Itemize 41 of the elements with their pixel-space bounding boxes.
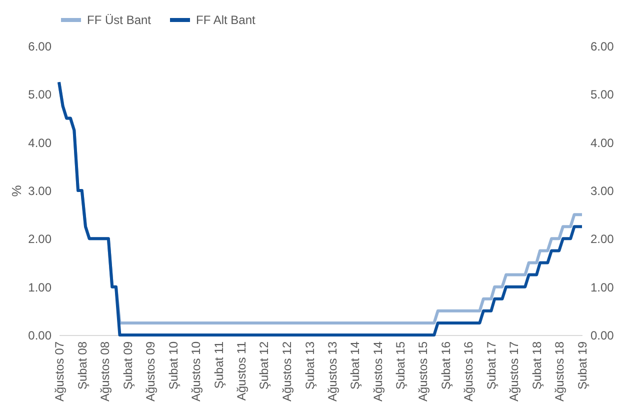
y-tick-label: 3.00: [28, 184, 52, 198]
x-tick-label: Ağustos 16: [462, 341, 476, 402]
y-tick-label: 5.00: [28, 88, 52, 102]
legend-label: FF Üst Bant: [87, 13, 152, 27]
x-tick-label: Şubat 18: [530, 341, 544, 390]
x-tick-label: Şubat 12: [257, 341, 272, 390]
x-tick-label: Şubat 14: [348, 341, 362, 390]
x-tick-label: Ağustos 13: [325, 341, 340, 402]
x-tick-label: Ağustos 17: [507, 341, 522, 402]
y-tick-label: 0.00: [28, 328, 52, 342]
y2-tick-label: 0.00: [590, 328, 614, 342]
x-tick-label: Şubat 13: [302, 341, 317, 390]
y2-tick-label: 2.00: [590, 232, 614, 246]
x-tick-label: Ağustos 15: [416, 341, 430, 402]
x-tick-label: Ağustos 08: [98, 341, 112, 402]
x-tick-label: Şubat 17: [484, 341, 499, 390]
y-axis-title: %: [9, 184, 24, 197]
x-tick-label: Ağustos 07: [52, 341, 66, 402]
x-tick-label: Ağustos 18: [552, 341, 567, 402]
x-tick-label: Şubat 09: [120, 341, 135, 390]
legend-label: FF Alt Bant: [196, 13, 256, 27]
x-tick-label: Ağustos 14: [370, 341, 385, 402]
y-tick-label: 2.00: [28, 232, 52, 246]
x-tick-label: Ağustos 12: [280, 341, 294, 402]
x-tick-label: Ağustos 09: [143, 341, 158, 402]
y-tick-label: 1.00: [28, 280, 52, 294]
x-tick-label: Şubat 16: [439, 341, 454, 390]
y2-tick-label: 5.00: [590, 88, 614, 102]
y2-tick-label: 1.00: [590, 280, 614, 294]
y-tick-label: 4.00: [28, 136, 52, 150]
x-tick-label: Şubat 15: [394, 341, 408, 390]
x-tick-label: Şubat 08: [75, 341, 90, 390]
x-tick-label: Ağustos 10: [188, 341, 203, 402]
y2-tick-label: 3.00: [590, 184, 614, 198]
x-tick-label: Şubat 19: [576, 341, 590, 390]
y-tick-label: 6.00: [28, 40, 52, 54]
x-tick-label: Şubat 11: [212, 341, 226, 389]
y2-tick-label: 4.00: [590, 136, 614, 150]
x-tick-label: Ağustos 11: [234, 341, 248, 401]
x-tick-label: Şubat 10: [166, 341, 180, 390]
y2-tick-label: 6.00: [590, 40, 614, 54]
